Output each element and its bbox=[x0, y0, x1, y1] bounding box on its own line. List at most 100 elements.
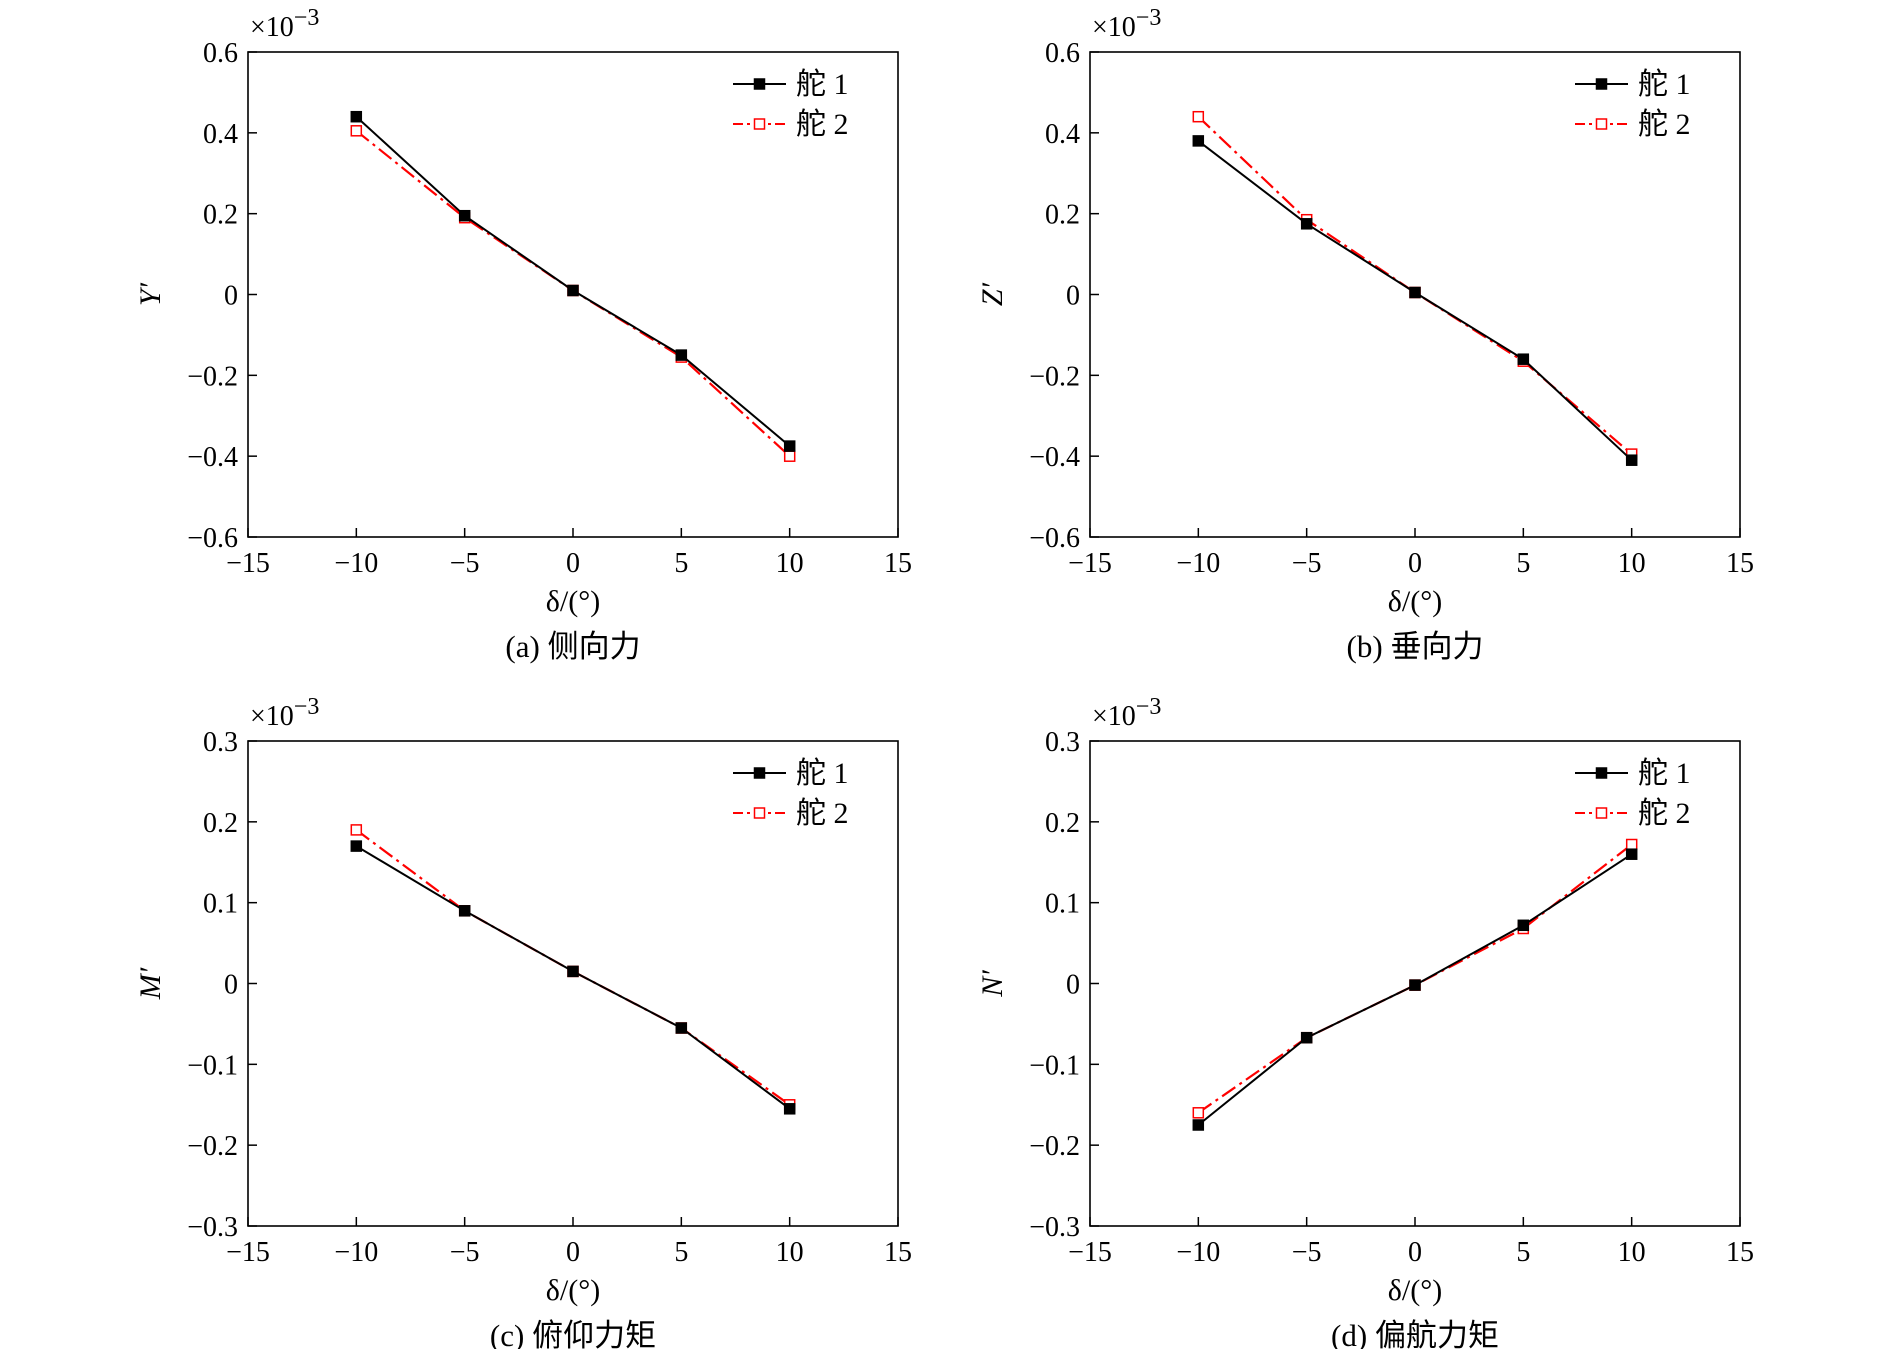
y-tick-label: −0.4 bbox=[1029, 442, 1080, 473]
y-tick-label: 0.4 bbox=[1045, 119, 1080, 150]
legend: 舵 1舵 2 bbox=[733, 757, 849, 830]
y-tick-label: −0.1 bbox=[187, 1050, 238, 1081]
y-axis-label: Z′ bbox=[976, 282, 1009, 306]
x-tick-label: 10 bbox=[776, 1237, 804, 1268]
x-tick-label: 5 bbox=[674, 1237, 688, 1268]
data-point bbox=[1625, 848, 1638, 860]
panel-caption: (c) 俯仰力矩 bbox=[490, 1318, 656, 1349]
legend-marker bbox=[1595, 78, 1608, 90]
x-tick-label: −15 bbox=[1068, 1237, 1112, 1268]
x-tick-label: 15 bbox=[884, 548, 912, 579]
series-2-line bbox=[1197, 115, 1633, 455]
data-point bbox=[567, 284, 579, 297]
data-point bbox=[1192, 110, 1205, 123]
legend-marker bbox=[753, 118, 766, 130]
x-tick-label: −5 bbox=[1292, 548, 1322, 579]
data-point bbox=[1192, 1119, 1205, 1131]
series-1 bbox=[350, 110, 796, 452]
chart-panel-a: −15 −10 −5 0 5 10 15 0.6 0.4 0.2 0 −0.2 −0.4 −0.6 ×10−… bbox=[134, 5, 912, 664]
y-tick-label: 0 bbox=[1066, 970, 1080, 1001]
x-tick-label: −5 bbox=[1292, 1237, 1322, 1268]
data-point bbox=[1300, 218, 1313, 230]
legend-label: 舵 1 bbox=[1638, 757, 1691, 790]
legend-marker bbox=[1595, 118, 1608, 130]
y-tick-label: 0.2 bbox=[203, 200, 238, 231]
legend-label: 舵 1 bbox=[796, 68, 849, 101]
axis-multiplier: ×10−3 bbox=[250, 694, 319, 732]
legend-marker bbox=[1595, 807, 1608, 819]
panel-caption: (a) 侧向力 bbox=[505, 629, 640, 664]
x-tick-label: 0 bbox=[1408, 1237, 1422, 1268]
data-point bbox=[1409, 286, 1421, 299]
legend-label: 舵 2 bbox=[796, 797, 849, 830]
x-tick-label: 15 bbox=[884, 1237, 912, 1268]
panel-caption: (d) 偏航力矩 bbox=[1331, 1318, 1499, 1349]
x-tick-label: 5 bbox=[674, 548, 688, 579]
data-point bbox=[1300, 1031, 1313, 1044]
x-tick-label: −10 bbox=[334, 548, 378, 579]
chart-panel-c: −15 −10 −5 0 5 10 15 0.3 0.2 0.1 0 −0.1 −0.2 −0.3 ×10−… bbox=[134, 694, 912, 1349]
x-tick-label: −10 bbox=[1176, 1237, 1220, 1268]
legend-label: 舵 1 bbox=[796, 757, 849, 790]
data-point bbox=[458, 905, 471, 917]
data-point bbox=[783, 440, 796, 452]
y-tick-label: 0.4 bbox=[203, 119, 238, 150]
y-tick-label: 0.3 bbox=[203, 727, 238, 758]
x-tick-label: −5 bbox=[450, 1237, 480, 1268]
data-point bbox=[1192, 135, 1205, 147]
x-tick-label: −5 bbox=[450, 548, 480, 579]
y-tick-label: 0.1 bbox=[203, 889, 238, 920]
x-axis-label: δ/(°) bbox=[546, 585, 600, 618]
data-point bbox=[675, 349, 688, 361]
x-tick-label: 10 bbox=[1618, 548, 1646, 579]
multiplier-base: ×10 bbox=[250, 701, 294, 732]
legend: 舵 1舵 2 bbox=[1575, 68, 1691, 141]
axis-multiplier: ×10−3 bbox=[250, 5, 319, 43]
chart-panel-d: −15 −10 −5 0 5 10 15 0.3 0.2 0.1 0 −0.1 −0.2 −0.3 ×10−… bbox=[976, 694, 1754, 1349]
y-tick-label: −0.2 bbox=[1029, 1131, 1080, 1162]
y-tick-label: 0.6 bbox=[1045, 38, 1080, 69]
data-point bbox=[350, 824, 363, 836]
data-point bbox=[1625, 838, 1638, 851]
y-axis-label: Y′ bbox=[134, 282, 167, 306]
legend-label: 舵 2 bbox=[796, 108, 849, 141]
data-point bbox=[1517, 353, 1530, 365]
y-tick-label: 0.2 bbox=[1045, 808, 1080, 839]
x-tick-label: 0 bbox=[1408, 548, 1422, 579]
legend-label: 舵 2 bbox=[1638, 108, 1691, 141]
y-tick-label: −0.3 bbox=[1029, 1212, 1080, 1243]
x-axis-label: δ/(°) bbox=[546, 1274, 600, 1307]
x-tick-label: −10 bbox=[334, 1237, 378, 1268]
y-tick-label: −0.1 bbox=[1029, 1050, 1080, 1081]
legend: 舵 1舵 2 bbox=[733, 68, 849, 141]
legend-label: 舵 2 bbox=[1638, 797, 1691, 830]
data-point bbox=[567, 965, 579, 978]
x-tick-label: 0 bbox=[566, 548, 580, 579]
y-tick-label: 0.1 bbox=[1045, 889, 1080, 920]
y-tick-label: 0 bbox=[224, 970, 238, 1001]
multiplier-base: ×10 bbox=[1092, 12, 1136, 43]
y-axis-label: N′ bbox=[976, 970, 1009, 998]
panel-caption: (b) 垂向力 bbox=[1347, 629, 1484, 664]
data-point bbox=[1625, 454, 1638, 466]
y-tick-label: −0.2 bbox=[187, 1131, 238, 1162]
axis-multiplier: ×10−3 bbox=[1092, 5, 1161, 43]
multiplier-base: ×10 bbox=[1092, 701, 1136, 732]
y-tick-label: 0 bbox=[1066, 281, 1080, 312]
legend-label: 舵 1 bbox=[1638, 68, 1691, 101]
x-tick-label: −15 bbox=[226, 548, 270, 579]
x-tick-label: 10 bbox=[776, 548, 804, 579]
axis-multiplier: ×10−3 bbox=[1092, 694, 1161, 732]
legend: 舵 1舵 2 bbox=[1575, 757, 1691, 830]
legend-marker bbox=[1595, 767, 1608, 779]
y-tick-label: −0.2 bbox=[187, 361, 238, 392]
data-point bbox=[783, 1103, 796, 1115]
series-1 bbox=[1192, 135, 1638, 466]
data-point bbox=[350, 110, 363, 123]
y-tick-label: 0.6 bbox=[203, 38, 238, 69]
data-point bbox=[675, 1022, 688, 1034]
legend-marker bbox=[753, 78, 766, 90]
legend-marker bbox=[753, 767, 766, 779]
